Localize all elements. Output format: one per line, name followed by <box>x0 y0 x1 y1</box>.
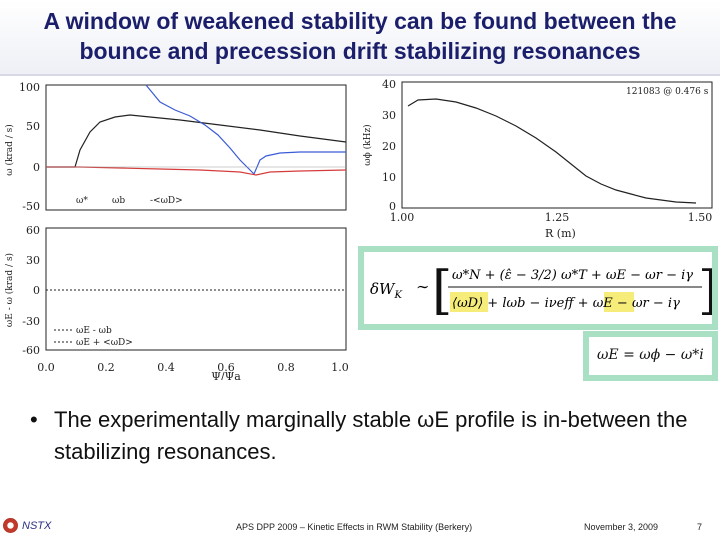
left-figure-svg: 100 50 0 -50 ω (krad / s) ω* ωb -<ωD> 60… <box>4 81 349 380</box>
top-legend-omega-star: ω* <box>76 196 88 206</box>
right-xlabel-visible: R (m) <box>545 227 576 240</box>
bullet-text: The experimentally marginally stable ωE … <box>54 407 688 464</box>
footer-page-number: 7 <box>697 522 703 532</box>
right-figure-svg: 40 30 20 10 0 ωϕ (kHz) 121083 @ 0.476 s … <box>362 78 713 224</box>
footer-conference: APS DPP 2009 – Kinetic Effects in RWM St… <box>236 522 473 532</box>
equation-omegaE-inner: ωE = ωϕ − ω*i <box>589 337 712 375</box>
right-xtick-1.00: 1.00 <box>390 211 415 224</box>
title-band <box>0 0 720 74</box>
right-ylabel: ωϕ (kHz) <box>362 124 373 165</box>
curve-omega-D <box>46 166 347 176</box>
eq-left-bracket: [ <box>432 261 452 321</box>
equation-omegaE-text: ωE = ωϕ − ω*i <box>597 347 704 363</box>
xtick-0.0: 0.0 <box>37 361 55 374</box>
bottom-legend-2: ωE + <ωD> <box>76 338 133 348</box>
right-shot-label: 121083 @ 0.476 s <box>626 87 709 97</box>
xtick-0.6: 0.6 <box>217 361 235 374</box>
right-xtick-1.50: 1.50 <box>688 211 713 224</box>
curve-omega-b <box>145 84 346 176</box>
top-ytick-50: 50 <box>26 120 40 133</box>
bottom-ytick-minus60: -60 <box>22 344 40 357</box>
eq-row1: ω*N + (ε̂ − 3/2) ω*T + ωE − ωr − iγ <box>452 268 693 283</box>
top-ytick-100: 100 <box>19 81 40 94</box>
right-ytick-30: 30 <box>382 109 396 122</box>
right-curve <box>407 98 697 204</box>
slide-title-line1: A window of weakened stability can be fo… <box>43 8 677 34</box>
top-legend-omega-D: -<ωD> <box>150 196 183 206</box>
bullet-marker: • <box>30 407 38 432</box>
title-divider <box>0 74 720 76</box>
left-figure: 100 50 0 -50 ω (krad / s) ω* ωb -<ωD> 60… <box>0 80 360 380</box>
eq-row2-omegaD: ⟨ωD⟩ <box>452 296 483 311</box>
xtick-1.0: 1.0 <box>331 361 349 374</box>
top-ylabel: ω (krad / s) <box>4 124 15 175</box>
bottom-xlabel: Ψ/Ψa <box>211 370 241 380</box>
xtick-0.8: 0.8 <box>277 361 295 374</box>
eq-row2-omegaE: ωE <box>593 296 614 311</box>
right-xtick-1.25: 1.25 <box>545 211 570 224</box>
right-figure: 40 30 20 10 0 ωϕ (kHz) 121083 @ 0.476 s … <box>356 78 720 224</box>
slide-title: A window of weakened stability can be fo… <box>0 6 720 66</box>
footer: NSTX APS DPP 2009 – Kinetic Effects in R… <box>0 516 720 540</box>
curve-omega-star <box>46 114 347 168</box>
footer-date: November 3, 2009 <box>584 522 659 532</box>
eq-lhs: δWK <box>370 280 402 301</box>
top-ytick-0: 0 <box>33 161 40 174</box>
right-ytick-10: 10 <box>382 171 396 184</box>
top-plot-frame <box>45 84 347 211</box>
nstx-logo-icon <box>3 518 18 533</box>
equation-main-box: δWK ∼ [ ω*N + (ε̂ − 3/2) ω*T + ωE − ωr −… <box>358 246 718 330</box>
xtick-0.4: 0.4 <box>157 361 175 374</box>
eq-row2-end: − ωr − iγ <box>613 296 680 311</box>
bottom-ylabel: ωE - ω (krad / s) <box>4 253 15 327</box>
right-ytick-40: 40 <box>382 78 396 91</box>
footer-logo-text: NSTX <box>22 520 52 532</box>
eq-row2-mid: + lωb − iνeff + <box>483 296 593 311</box>
bottom-ytick-minus30: -30 <box>22 315 40 328</box>
eq-lhs-delta: δW <box>370 280 396 298</box>
bottom-ytick-30: 30 <box>26 254 40 267</box>
top-ytick-minus50: -50 <box>22 200 40 213</box>
equation-main-svg: δWK ∼ [ ω*N + (ε̂ − 3/2) ω*T + ωE − ωr −… <box>370 261 718 321</box>
eq-highlight-omegaE <box>604 292 634 312</box>
eq-right-bracket: ] <box>698 261 712 321</box>
bottom-plot-frame <box>45 227 347 351</box>
eq-lhs-sub: K <box>393 290 402 301</box>
bottom-ytick-60: 60 <box>26 224 40 237</box>
right-ytick-0: 0 <box>389 200 396 213</box>
eq-sim: ∼ <box>416 277 429 296</box>
eq-row2: ⟨ωD⟩ + lωb − iνeff + ωE − ωr − iγ <box>452 296 680 311</box>
bottom-ytick-0: 0 <box>33 284 40 297</box>
slide-title-line2: bounce and precession drift stabilizing … <box>79 38 641 64</box>
bottom-legend-1: ωE - ωb <box>76 326 112 336</box>
equation-main-inner: δWK ∼ [ ω*N + (ε̂ − 3/2) ω*T + ωE − ωr −… <box>364 252 718 324</box>
right-plot-frame <box>401 81 713 209</box>
xtick-0.2: 0.2 <box>97 361 115 374</box>
equation-omegaE-box: ωE = ωϕ − ω*i <box>583 331 718 381</box>
right-ytick-20: 20 <box>382 140 396 153</box>
top-legend-omega-b: ωb <box>112 196 125 206</box>
eq-highlight-omegaD <box>450 292 488 312</box>
